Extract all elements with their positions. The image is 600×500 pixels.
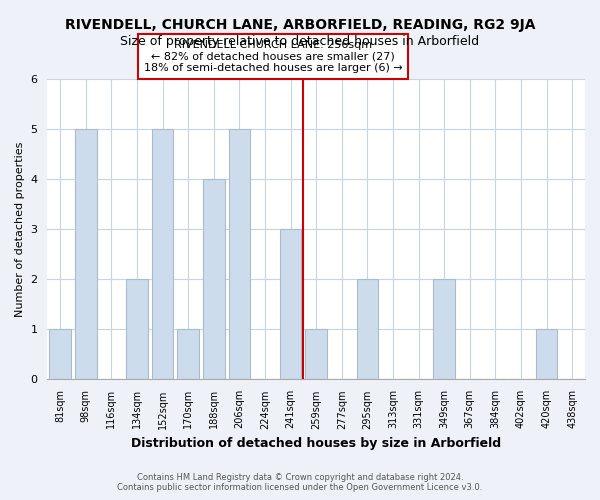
Bar — [75, 129, 97, 380]
Bar — [356, 280, 378, 380]
Bar — [49, 330, 71, 380]
Text: Contains HM Land Registry data © Crown copyright and database right 2024.
Contai: Contains HM Land Registry data © Crown c… — [118, 473, 482, 492]
Bar — [126, 280, 148, 380]
Text: Size of property relative to detached houses in Arborfield: Size of property relative to detached ho… — [121, 35, 479, 48]
Text: RIVENDELL CHURCH LANE: 256sqm
← 82% of detached houses are smaller (27)
18% of s: RIVENDELL CHURCH LANE: 256sqm ← 82% of d… — [144, 40, 403, 73]
Y-axis label: Number of detached properties: Number of detached properties — [15, 142, 25, 317]
Bar — [178, 330, 199, 380]
X-axis label: Distribution of detached houses by size in Arborfield: Distribution of detached houses by size … — [131, 437, 501, 450]
Bar — [152, 129, 173, 380]
Text: RIVENDELL, CHURCH LANE, ARBORFIELD, READING, RG2 9JA: RIVENDELL, CHURCH LANE, ARBORFIELD, READ… — [65, 18, 535, 32]
Bar — [280, 229, 301, 380]
Bar — [203, 179, 224, 380]
Bar — [305, 330, 327, 380]
Bar — [229, 129, 250, 380]
Bar — [536, 330, 557, 380]
Bar — [433, 280, 455, 380]
